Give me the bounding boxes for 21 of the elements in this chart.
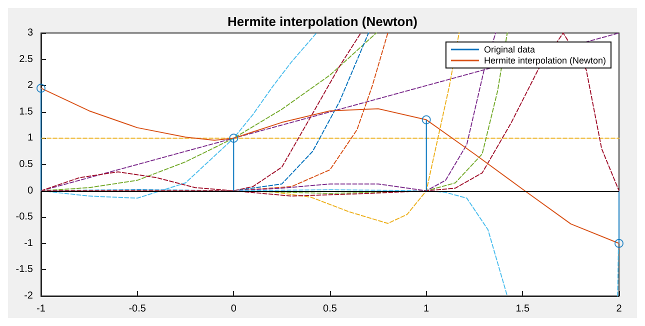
x-tick-label: 1 [424, 304, 430, 314]
y-tick-label: 1.5 [19, 106, 34, 118]
y-tick-label: -1.5 [16, 264, 34, 276]
x-tick-label: -1 [36, 304, 46, 314]
y-tick-label: 3 [27, 28, 34, 38]
y-tick-label: 2 [27, 80, 34, 92]
x-tick-label: -0.5 [128, 304, 146, 314]
y-tick-label: 1 [27, 132, 34, 144]
x-tick-label: 0 [230, 304, 237, 314]
y-tick-label: -0.5 [16, 212, 34, 223]
chart-title: Hermite interpolation (Newton) [228, 14, 418, 29]
x-tick-label: 0.5 [323, 304, 338, 314]
y-tick-label: 0.5 [19, 159, 34, 170]
y-tick-label: 2.5 [19, 54, 34, 65]
legend-label: Original data [484, 44, 535, 54]
x-tick-label: 2 [616, 304, 622, 314]
y-tick-label: 0 [27, 185, 34, 196]
legend-label: Hermite interpolation (Newton) [484, 56, 606, 66]
x-tick-label: 1.5 [516, 304, 530, 314]
y-tick-label: -1 [24, 238, 34, 249]
y-tick-label: -2 [24, 290, 34, 302]
